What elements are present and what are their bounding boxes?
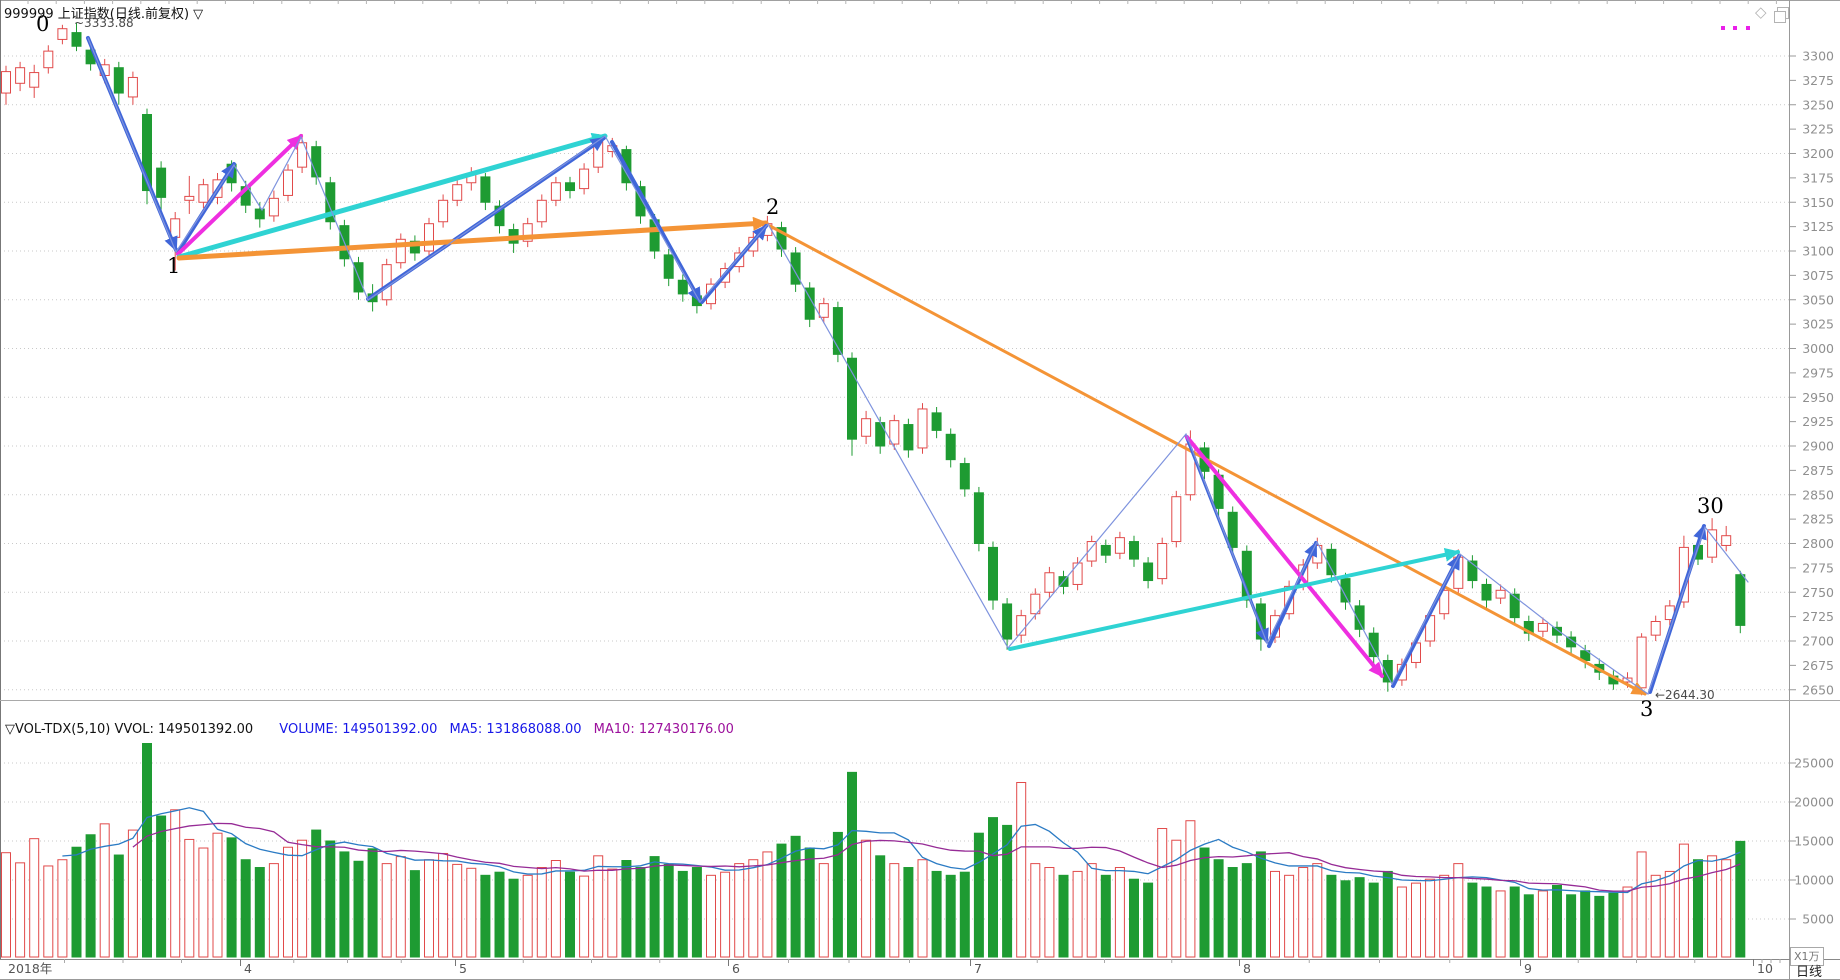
svg-text:3100: 3100 [1802,244,1834,259]
svg-text:2925: 2925 [1802,414,1834,429]
svg-text:2700: 2700 [1802,634,1834,649]
svg-text:3025: 3025 [1802,317,1834,332]
svg-text:2750: 2750 [1802,585,1834,600]
svg-text:5: 5 [459,961,467,976]
period-selector[interactable]: 日线 [1796,965,1823,980]
svg-text:6: 6 [732,961,740,976]
symbol-title[interactable]: 999999 上证指数(日线.前复权) ▽ [4,7,204,22]
wave-label-30: 30 [1697,494,1724,518]
svg-text:2825: 2825 [1802,512,1834,527]
svg-text:7: 7 [974,961,982,976]
svg-text:2800: 2800 [1802,536,1834,551]
svg-text:3175: 3175 [1802,170,1834,185]
svg-text:2975: 2975 [1802,365,1834,380]
svg-text:3050: 3050 [1802,292,1834,307]
svg-text:3250: 3250 [1802,97,1834,112]
svg-text:15000: 15000 [1794,834,1834,849]
svg-text:2725: 2725 [1802,609,1834,624]
svg-text:4: 4 [244,961,252,976]
svg-text:10: 10 [1757,961,1773,976]
low-price-tag: ←2644.30 [1655,688,1715,702]
svg-text:2650: 2650 [1802,682,1834,697]
wave-label-1: 1 [167,254,181,278]
vol-indicator-label[interactable]: ▽VOL-TDX(5,10) VVOL: 149501392.00 [5,722,254,737]
diamond-icon[interactable]: ◇ [1755,3,1767,21]
wave-label-3: 3 [1640,697,1654,721]
vol-volume-value: VOLUME: 149501392.00 [279,722,438,737]
high-price-tag: ~3333.88 [74,16,134,30]
svg-text:2875: 2875 [1802,463,1834,478]
svg-text:2900: 2900 [1802,439,1834,454]
magenta-dot-0 [1721,26,1725,30]
magenta-dot-2 [1746,26,1750,30]
volume-indicator-header[interactable]: ▽VOL-TDX(5,10) VVOL: 149501392.00 VOLUME… [5,722,734,737]
svg-text:2950: 2950 [1802,390,1834,405]
magenta-dot-1 [1733,26,1737,30]
svg-text:3225: 3225 [1802,122,1834,137]
wave-label-0: 0 [36,12,50,36]
volume-unit-label: X1万 [1790,947,1824,966]
svg-text:2675: 2675 [1802,658,1834,673]
svg-text:2850: 2850 [1802,487,1834,502]
svg-text:2775: 2775 [1802,560,1834,575]
svg-text:2018年: 2018年 [8,961,52,976]
vol-ma10-value: MA10: 127430176.00 [593,722,734,737]
candles-and-volume [1,22,1746,958]
vol-ma5-value: MA5: 131868088.00 [449,722,582,737]
svg-text:3275: 3275 [1802,73,1834,88]
svg-text:3150: 3150 [1802,195,1834,210]
svg-text:8: 8 [1243,961,1251,976]
svg-text:3000: 3000 [1802,341,1834,356]
svg-text:9: 9 [1524,961,1532,976]
svg-text:3125: 3125 [1802,219,1834,234]
svg-text:3075: 3075 [1802,268,1834,283]
wave-label-2: 2 [766,195,780,219]
svg-text:3300: 3300 [1802,49,1834,64]
svg-text:5000: 5000 [1802,912,1834,927]
svg-text:20000: 20000 [1794,795,1834,810]
svg-text:10000: 10000 [1794,873,1834,888]
svg-text:25000: 25000 [1794,756,1834,771]
svg-text:3200: 3200 [1802,146,1834,161]
copy-icon[interactable] [1774,7,1789,23]
